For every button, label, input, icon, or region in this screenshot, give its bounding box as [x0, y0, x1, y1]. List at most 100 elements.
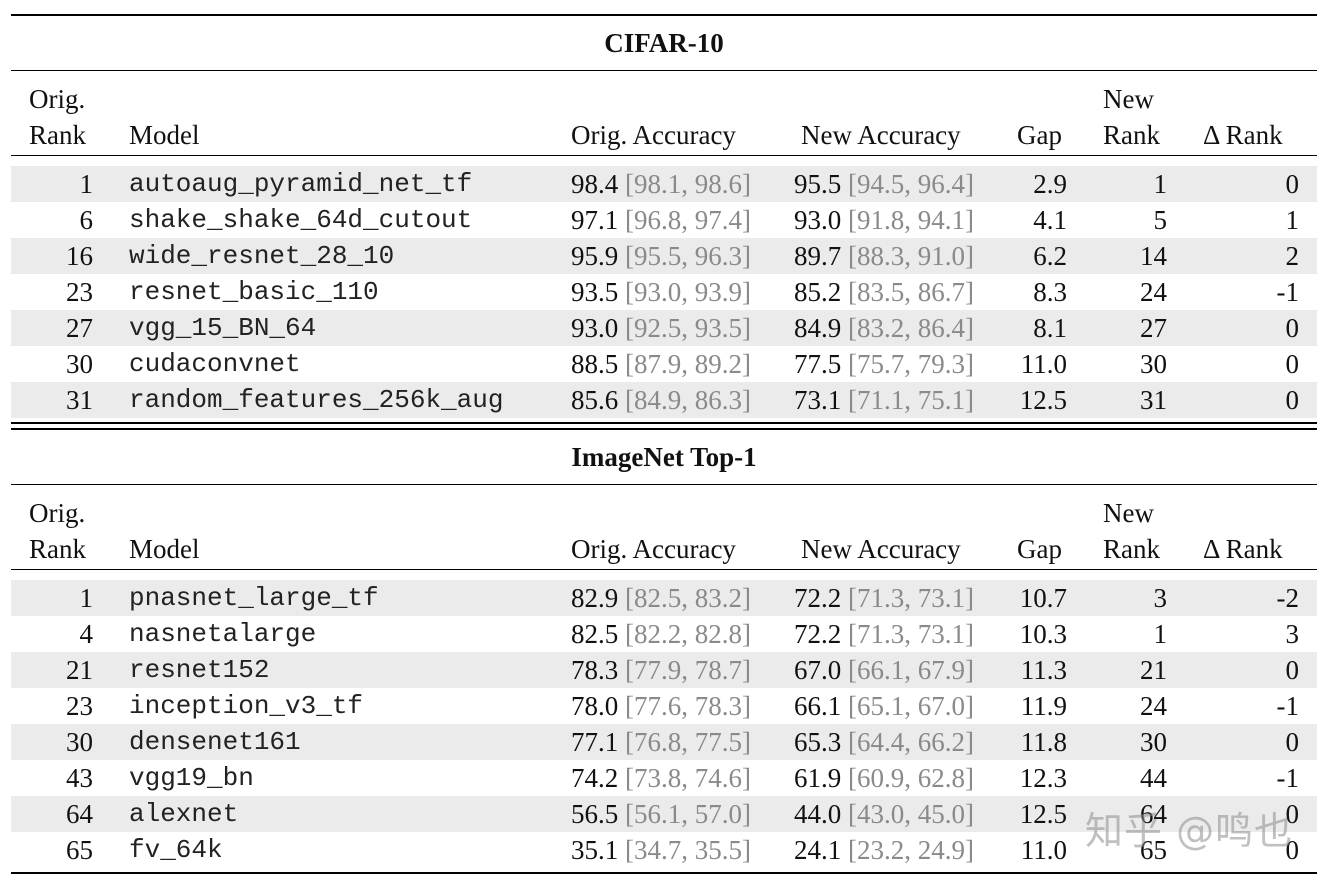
gap-cell: 6.2: [1033, 241, 1067, 271]
section-title: CIFAR-10: [604, 28, 724, 58]
model-name-cell: cudaconvnet: [129, 349, 301, 379]
orig-accuracy-ci: [92.5, 93.5]: [625, 313, 751, 343]
delta-rank-cell: 0: [1285, 799, 1300, 829]
delta-rank-cell: 0: [1285, 385, 1300, 415]
orig-accuracy-value: 98.4: [571, 169, 619, 199]
header-delta-rank: Δ Rank: [1203, 120, 1283, 150]
orig-accuracy-cell: 85.6 [84.9, 86.3]: [571, 382, 751, 418]
orig-rank-cell: 30: [66, 727, 93, 757]
section-imagenet: ImageNet Top-1 Orig. Rank Model Orig. Ac…: [11, 430, 1317, 868]
orig-accuracy-cell: 56.5 [56.1, 57.0]: [571, 796, 751, 832]
header-new-rank-line1: New: [1103, 498, 1154, 528]
orig-accuracy-value: 78.3: [571, 655, 619, 685]
table-row: 1 pnasnet_large_tf 82.9 [82.5, 83.2] 72.2 […: [11, 580, 1317, 616]
header-orig-rank-line2: Rank: [29, 534, 86, 564]
orig-accuracy-ci: [98.1, 98.6]: [625, 169, 751, 199]
header-new-rank: New Rank: [1103, 495, 1160, 567]
orig-accuracy-ci: [87.9, 89.2]: [625, 349, 751, 379]
orig-accuracy-ci: [93.0, 93.9]: [625, 277, 751, 307]
new-rank-cell: 24: [1140, 277, 1167, 307]
delta-rank-cell: 0: [1285, 313, 1300, 343]
gap-cell: 8.1: [1033, 313, 1067, 343]
model-name-cell: random_features_256k_aug: [129, 385, 504, 415]
orig-accuracy-cell: 82.9 [82.5, 83.2]: [571, 580, 751, 616]
section-divider: [11, 422, 1317, 430]
new-rank-cell: 14: [1140, 241, 1167, 271]
new-rank-cell: 65: [1140, 835, 1167, 865]
new-accuracy-value: 84.9: [794, 313, 842, 343]
orig-accuracy-ci: [82.5, 83.2]: [625, 583, 751, 613]
orig-accuracy-ci: [76.8, 77.5]: [625, 727, 751, 757]
new-accuracy-cell: 66.1 [65.1, 67.0]: [794, 688, 974, 724]
header-orig-rank-line1: Orig.: [29, 84, 86, 114]
new-accuracy-value: 65.3: [794, 727, 842, 757]
new-accuracy-cell: 44.0 [43.0, 45.0]: [794, 796, 974, 832]
delta-rank-cell: 1: [1285, 205, 1300, 235]
model-name-cell: inception_v3_tf: [129, 691, 364, 721]
orig-rank-cell: 1: [79, 583, 94, 613]
orig-accuracy-cell: 93.5 [93.0, 93.9]: [571, 274, 751, 310]
header-rule: [11, 569, 1317, 570]
orig-accuracy-cell: 95.9 [95.5, 96.3]: [571, 238, 751, 274]
new-accuracy-ci: [43.0, 45.0]: [848, 799, 974, 829]
model-name-cell: alexnet: [129, 799, 239, 829]
orig-accuracy-value: 95.9: [571, 241, 619, 271]
new-accuracy-cell: 61.9 [60.9, 62.8]: [794, 760, 974, 796]
header-orig-accuracy: Orig. Accuracy: [571, 120, 736, 150]
delta-rank-cell: -1: [1276, 277, 1300, 307]
model-name-cell: wide_resnet_28_10: [129, 241, 395, 271]
gap-cell: 12.5: [1019, 799, 1067, 829]
gap-cell: 11.8: [1020, 727, 1067, 757]
header-rule: [11, 155, 1317, 156]
new-accuracy-ci: [23.2, 24.9]: [848, 835, 974, 865]
orig-accuracy-ci: [77.6, 78.3]: [625, 691, 751, 721]
model-name-cell: fv_64k: [129, 835, 223, 865]
header-orig-accuracy: Orig. Accuracy: [571, 534, 736, 564]
header-new-accuracy: New Accuracy: [801, 534, 961, 564]
new-accuracy-ci: [65.1, 67.0]: [848, 691, 974, 721]
orig-accuracy-value: 77.1: [571, 727, 619, 757]
delta-rank-cell: -1: [1276, 763, 1300, 793]
model-name-cell: vgg19_bn: [129, 763, 254, 793]
orig-accuracy-cell: 77.1 [76.8, 77.5]: [571, 724, 751, 760]
orig-accuracy-value: 97.1: [571, 205, 619, 235]
column-header-row: Orig. Rank Model Orig. Accuracy New Accu…: [11, 485, 1317, 569]
orig-accuracy-cell: 97.1 [96.8, 97.4]: [571, 202, 751, 238]
new-accuracy-cell: 72.2 [71.3, 73.1]: [794, 580, 974, 616]
new-accuracy-cell: 95.5 [94.5, 96.4]: [794, 166, 974, 202]
orig-rank-cell: 23: [66, 277, 93, 307]
new-accuracy-value: 77.5: [794, 349, 842, 379]
delta-rank-cell: 3: [1285, 619, 1300, 649]
delta-rank-cell: -2: [1276, 583, 1300, 613]
gap-cell: 8.3: [1033, 277, 1067, 307]
orig-rank-cell: 16: [66, 241, 93, 271]
orig-accuracy-cell: 78.0 [77.6, 78.3]: [571, 688, 751, 724]
new-accuracy-ci: [60.9, 62.8]: [848, 763, 974, 793]
header-orig-rank-line1: Orig.: [29, 498, 86, 528]
results-table: CIFAR-10 Orig. Rank Model Orig. Accuracy…: [11, 14, 1317, 874]
watermark-text: 知乎 @鸣也: [1085, 809, 1294, 853]
orig-rank-cell: 64: [66, 799, 93, 829]
table-row: 23 inception_v3_tf 78.0 [77.6, 78.3] 66.1 […: [11, 688, 1317, 724]
header-orig-rank: Orig. Rank: [29, 495, 86, 567]
orig-accuracy-ci: [84.9, 86.3]: [625, 385, 751, 415]
header-model: Model: [129, 120, 200, 150]
gap-cell: 12.3: [1019, 763, 1067, 793]
table-body: 1 autoaug_pyramid_net_tf 98.4 [98.1, 98.6]…: [11, 166, 1317, 418]
model-name-cell: densenet161: [129, 727, 301, 757]
new-accuracy-cell: 73.1 [71.1, 75.1]: [794, 382, 974, 418]
new-accuracy-value: 93.0: [794, 205, 842, 235]
new-accuracy-cell: 89.7 [88.3, 91.0]: [794, 238, 974, 274]
new-rank-cell: 30: [1140, 349, 1167, 379]
orig-accuracy-value: 88.5: [571, 349, 619, 379]
new-accuracy-ci: [64.4, 66.2]: [848, 727, 974, 757]
orig-accuracy-ci: [77.9, 78.7]: [625, 655, 751, 685]
orig-rank-cell: 27: [66, 313, 93, 343]
orig-accuracy-ci: [95.5, 96.3]: [625, 241, 751, 271]
new-accuracy-value: 85.2: [794, 277, 842, 307]
orig-accuracy-ci: [73.8, 74.6]: [625, 763, 751, 793]
new-rank-cell: 64: [1140, 799, 1167, 829]
new-accuracy-cell: 93.0 [91.8, 94.1]: [794, 202, 974, 238]
orig-accuracy-ci: [82.2, 82.8]: [625, 619, 751, 649]
new-accuracy-value: 73.1: [794, 385, 842, 415]
